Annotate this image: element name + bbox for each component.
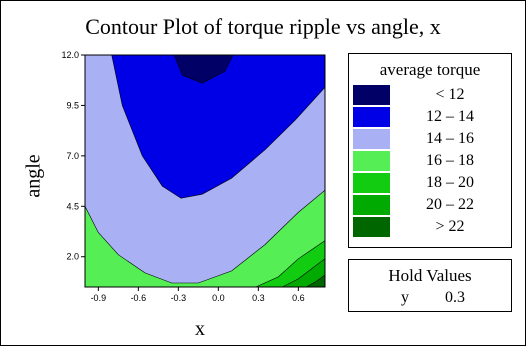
legend-swatch: [353, 151, 390, 171]
legend-item: 16 – 18: [349, 151, 511, 171]
legend-label: 20 – 22: [426, 196, 474, 213]
legend-item: > 22: [349, 217, 511, 237]
legend-label: 14 – 16: [426, 130, 474, 147]
y-tick-label: 2.0: [66, 252, 79, 262]
legend: average torque < 12 12 – 14 14 – 16 16 –…: [348, 53, 512, 248]
y-tick-label: 12.0: [61, 50, 79, 60]
legend-swatch: [353, 107, 390, 127]
legend-label: > 22: [435, 218, 465, 235]
y-tick-label: 4.5: [66, 201, 79, 211]
legend-item: 12 – 14: [349, 107, 511, 127]
legend-label: 16 – 18: [426, 152, 474, 169]
hold-values-box: Hold Values y 0.3: [348, 259, 512, 312]
x-tick-label: -0.9: [91, 293, 107, 303]
y-tick-label: 9.5: [66, 100, 79, 110]
x-tick-label: 0.6: [292, 293, 305, 303]
y-axis-label: angle: [22, 154, 45, 198]
legend-swatch: [353, 217, 390, 237]
x-tick-label: -0.6: [131, 293, 147, 303]
legend-item: 20 – 22: [349, 195, 511, 215]
y-tick-label: 7.0: [66, 151, 79, 161]
legend-label: < 12: [435, 86, 465, 103]
plot-border: [84, 54, 326, 288]
legend-item: 18 – 20: [349, 173, 511, 193]
hold-variable: y: [401, 289, 409, 306]
chart-title: Contour Plot of torque ripple vs angle, …: [85, 14, 441, 39]
contour-region: [111, 55, 325, 199]
x-tick-label: -0.3: [171, 293, 187, 303]
contour-region: [173, 55, 234, 84]
legend-label: 18 – 20: [426, 174, 474, 191]
legend-item: 14 – 16: [349, 129, 511, 149]
x-tick-label: 0.3: [252, 293, 265, 303]
hold-values-title: Hold Values: [388, 266, 472, 285]
legend-title: average torque: [379, 60, 481, 79]
legend-item: < 12: [349, 85, 511, 105]
legend-swatch: [353, 129, 390, 149]
legend-swatch: [353, 173, 390, 193]
legend-swatch: [353, 195, 390, 215]
legend-label: 12 – 14: [426, 108, 474, 125]
x-tick-label: 0.0: [212, 293, 225, 303]
hold-value: 0.3: [445, 289, 465, 306]
x-axis-label: x: [195, 318, 205, 340]
legend-swatch: [353, 85, 390, 105]
